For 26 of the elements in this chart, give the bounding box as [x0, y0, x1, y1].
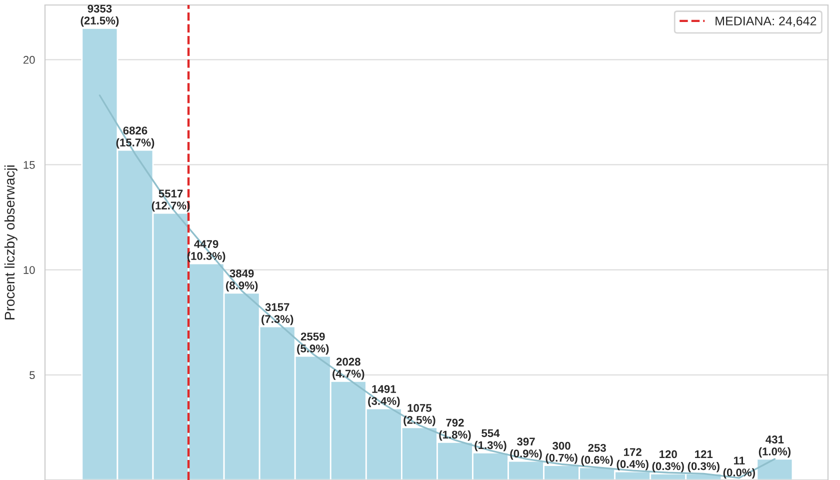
data-label: 9353 (21.5%) — [80, 4, 119, 27]
data-label: 121 (0.3%) — [688, 450, 720, 472]
data-label: 2028 (4.7%) — [332, 358, 364, 380]
data-label: 2559 (5.9%) — [297, 332, 329, 355]
data-label: 792 (1.8%) — [439, 418, 471, 441]
data-label: 172 (0.4%) — [616, 448, 648, 470]
data-label: 300 (0.7%) — [546, 442, 578, 464]
y-axis-title: Procent liczby obserwacji — [4, 165, 18, 320]
data-label: 6826 (15.7%) — [116, 126, 154, 149]
data-label: 1491 (3.4%) — [368, 385, 400, 408]
data-label: 120 (0.3%) — [652, 450, 684, 472]
data-label: 431 (1.0%) — [758, 436, 791, 458]
bar — [756, 458, 794, 480]
data-label: 3157 (7.3%) — [262, 303, 294, 326]
data-label: 3849 (8.9%) — [226, 270, 258, 292]
data-label: 397 (0.9%) — [510, 438, 542, 460]
data-label: 1075 (2.5%) — [404, 404, 436, 426]
y-tick-label: 15 — [24, 161, 35, 169]
data-label: 253 (0.6%) — [581, 444, 613, 466]
annotation: MEDIANA: 24,642 — [716, 16, 816, 27]
y-tick-label: 20 — [23, 56, 35, 64]
data-label: 4479 (10.3%) — [187, 240, 226, 262]
data-label: 554 (1.3%) — [474, 429, 506, 452]
data-label: 11 (0.0%) — [723, 456, 755, 479]
y-tick-label: 10 — [24, 266, 35, 274]
y-tick-label: 5 — [30, 371, 35, 380]
